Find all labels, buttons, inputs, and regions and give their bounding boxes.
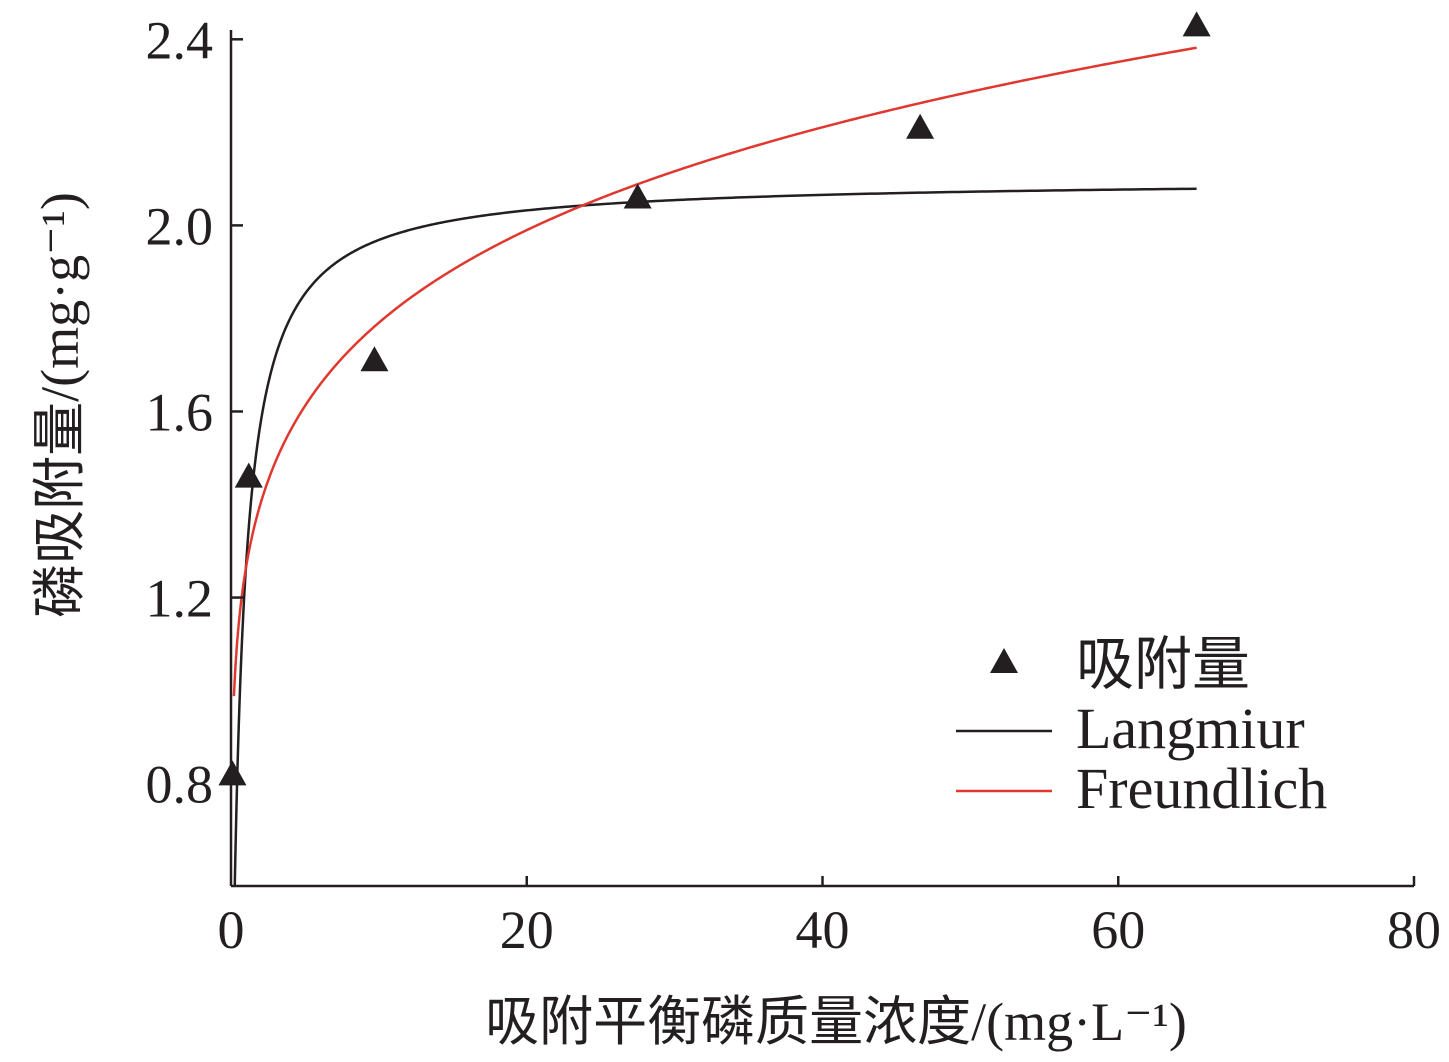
data-point-triangle bbox=[234, 462, 263, 488]
x-axis-title: 吸附平衡磷质量浓度/(mg·L⁻¹) bbox=[485, 992, 1187, 1052]
x-ticks: 0 20 40 60 80 bbox=[218, 876, 1441, 960]
data-points bbox=[218, 11, 1211, 786]
curve-langmiur bbox=[233, 187, 1197, 886]
y-axis-title: 磷吸附量/(mg·g⁻¹) bbox=[30, 192, 90, 618]
fit-curves bbox=[232, 46, 1197, 886]
x-tick-label: 0 bbox=[218, 900, 245, 960]
y-ticks: 0.8 1.2 1.6 2.0 2.4 bbox=[146, 10, 243, 815]
y-tick-label: 1.2 bbox=[146, 569, 214, 629]
data-point-triangle bbox=[906, 113, 935, 139]
data-point-triangle bbox=[218, 760, 247, 786]
legend-label-adsorption: 吸附量 bbox=[1076, 632, 1250, 697]
data-point-triangle bbox=[360, 346, 389, 372]
y-tick-label: 1.6 bbox=[146, 382, 214, 442]
axes: 0 20 40 60 80 0.8 1.2 1.6 2.0 2.4 bbox=[146, 10, 1442, 960]
data-point-triangle bbox=[623, 183, 652, 209]
x-tick-label: 40 bbox=[796, 900, 850, 960]
y-tick-label: 2.4 bbox=[146, 10, 214, 70]
x-tick-label: 20 bbox=[500, 900, 554, 960]
data-point-triangle bbox=[1182, 11, 1211, 37]
legend: 吸附量 Langmiur Freundlich bbox=[956, 632, 1327, 821]
y-tick-label: 0.8 bbox=[146, 755, 214, 815]
curve-freundlich bbox=[232, 46, 1197, 697]
legend-label-freundlich: Freundlich bbox=[1076, 756, 1327, 821]
y-tick-label: 2.0 bbox=[146, 196, 214, 256]
plot-area bbox=[218, 11, 1211, 886]
legend-label-langmuir: Langmiur bbox=[1076, 696, 1305, 761]
legend-marker-triangle bbox=[990, 648, 1018, 673]
x-tick-label: 80 bbox=[1387, 900, 1441, 960]
x-tick-label: 60 bbox=[1091, 900, 1145, 960]
